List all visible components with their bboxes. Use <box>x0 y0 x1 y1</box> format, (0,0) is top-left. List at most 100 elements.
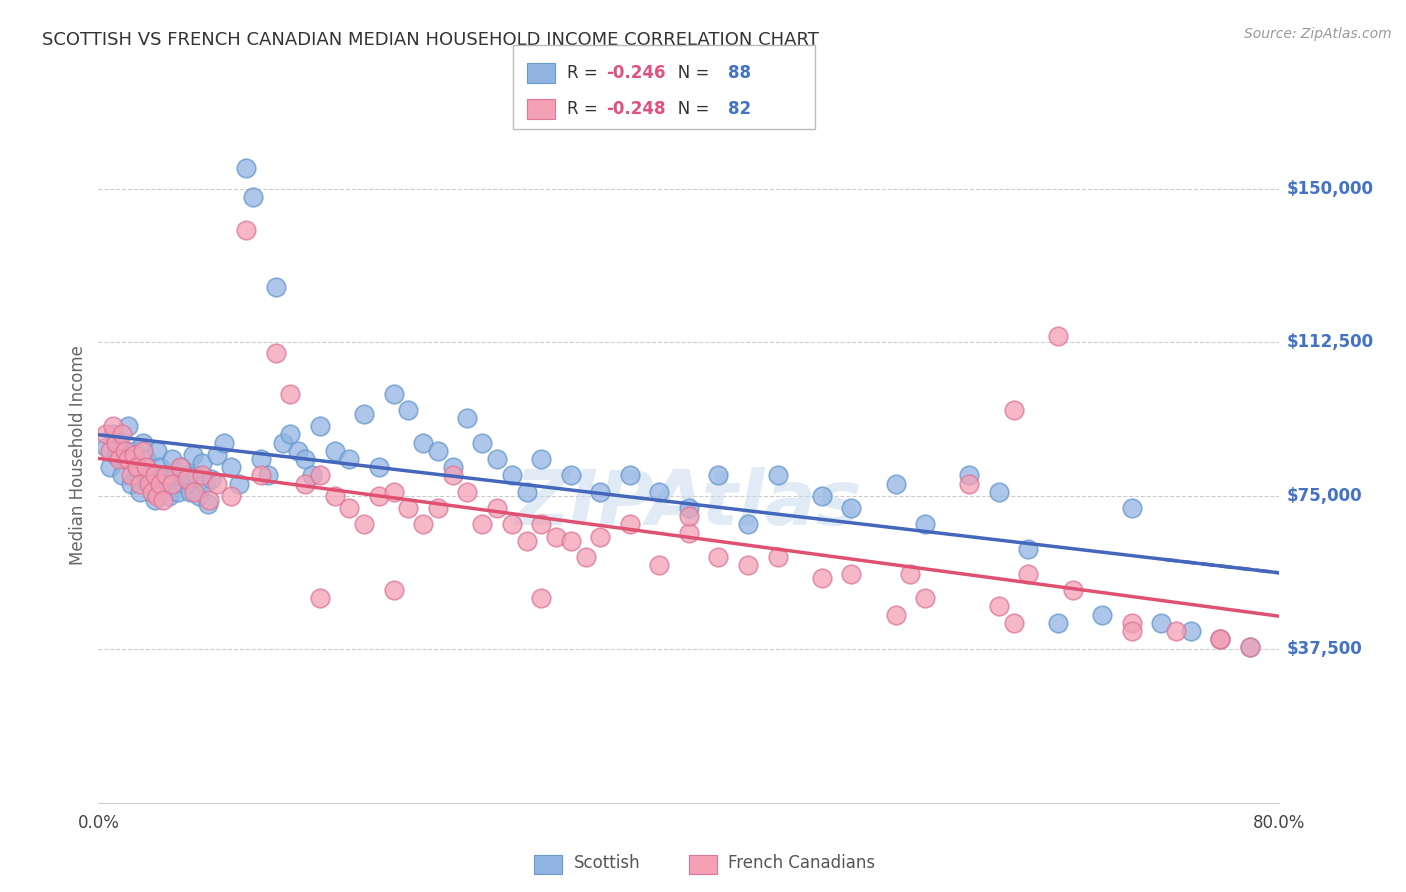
Point <box>117 452 139 467</box>
Point <box>412 435 434 450</box>
Point <box>884 607 907 622</box>
Point <box>839 566 862 581</box>
Point <box>382 582 405 597</box>
Point <box>181 448 204 462</box>
Text: $150,000: $150,000 <box>1286 180 1374 198</box>
Point <box>396 501 419 516</box>
Y-axis label: Median Household Income: Median Household Income <box>69 345 87 565</box>
Point <box>337 501 360 516</box>
Point <box>183 484 205 499</box>
Point <box>1017 542 1039 557</box>
Point <box>427 443 450 458</box>
Point <box>574 550 596 565</box>
Point <box>169 460 191 475</box>
Point <box>353 517 375 532</box>
Point <box>737 558 759 573</box>
Point <box>152 492 174 507</box>
Point <box>157 489 180 503</box>
Point <box>135 452 157 467</box>
Point <box>1209 632 1232 646</box>
Text: Scottish: Scottish <box>574 855 640 872</box>
Point <box>544 530 567 544</box>
Point <box>176 468 198 483</box>
Point <box>678 501 700 516</box>
Point <box>114 443 136 458</box>
Point <box>309 591 332 606</box>
Point <box>146 443 169 458</box>
Point <box>648 558 671 573</box>
Point <box>167 484 190 499</box>
Point <box>122 448 145 462</box>
Point <box>839 501 862 516</box>
Point <box>1121 501 1143 516</box>
Point <box>486 501 509 516</box>
Point <box>337 452 360 467</box>
Point <box>200 473 222 487</box>
Point <box>1046 615 1069 630</box>
Point <box>1164 624 1187 638</box>
Point <box>766 468 789 483</box>
Point <box>191 468 214 483</box>
Point <box>103 419 125 434</box>
Point <box>678 509 700 524</box>
Point <box>382 386 405 401</box>
Point <box>205 448 228 462</box>
Point <box>162 452 183 467</box>
Text: R =: R = <box>567 64 603 82</box>
Point <box>560 468 582 483</box>
Point <box>987 599 1010 614</box>
Point <box>456 484 478 499</box>
Point <box>128 476 150 491</box>
Point <box>155 468 177 483</box>
Text: 88: 88 <box>728 64 751 82</box>
Point <box>117 419 139 434</box>
Point <box>105 435 128 450</box>
Point <box>1002 615 1025 630</box>
Point <box>323 443 346 458</box>
Point <box>1062 582 1084 597</box>
Text: $112,500: $112,500 <box>1286 334 1374 351</box>
Text: R =: R = <box>567 100 603 118</box>
Point <box>441 460 464 475</box>
Point <box>242 190 264 204</box>
Point <box>170 460 193 475</box>
Point <box>152 476 174 491</box>
Point <box>187 489 209 503</box>
Point <box>1121 615 1143 630</box>
Point <box>114 452 136 467</box>
Point <box>135 460 157 475</box>
Point <box>138 468 160 483</box>
Point <box>301 468 323 483</box>
Point <box>589 530 612 544</box>
Point <box>959 468 981 483</box>
Point <box>94 440 117 454</box>
Point <box>1121 624 1143 638</box>
Point <box>1239 640 1261 655</box>
Point <box>501 517 523 532</box>
Point <box>141 476 163 491</box>
Text: N =: N = <box>662 64 714 82</box>
Point <box>678 525 700 540</box>
Point <box>471 435 494 450</box>
Point <box>235 223 257 237</box>
Point <box>165 468 187 483</box>
Point <box>287 443 309 458</box>
Point <box>309 468 332 483</box>
Point <box>486 452 509 467</box>
Point <box>959 476 981 491</box>
Point <box>515 533 537 548</box>
Point <box>914 591 936 606</box>
Point <box>309 419 332 434</box>
Point <box>162 476 183 491</box>
Point <box>1209 632 1232 646</box>
Point <box>589 484 612 499</box>
Point <box>707 468 730 483</box>
Point <box>530 452 553 467</box>
Point <box>412 517 434 532</box>
Point <box>987 484 1010 499</box>
Point <box>1017 566 1039 581</box>
Point <box>143 468 166 483</box>
Point <box>111 468 134 483</box>
Point <box>219 460 242 475</box>
Point <box>111 427 134 442</box>
